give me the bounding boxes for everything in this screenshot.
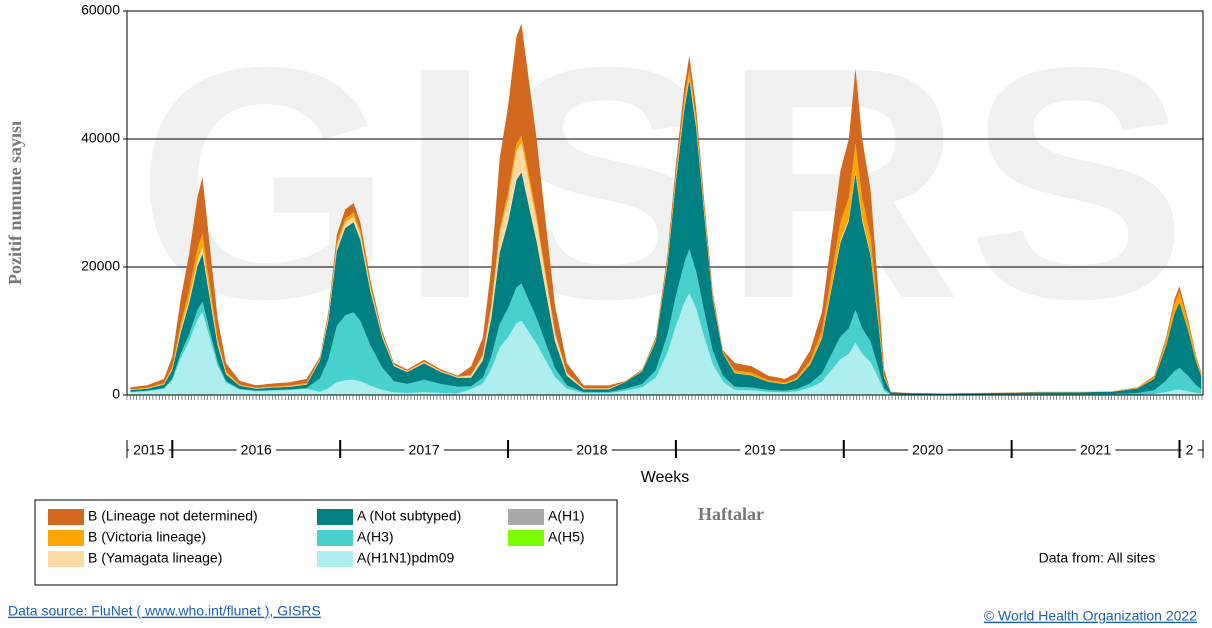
legend-swatch [508,530,544,546]
legend-swatch [317,530,353,546]
y-axis-label: Pozitif numune sayısı [5,121,25,285]
legend-swatch [317,509,353,525]
x-tick-label-bg [129,441,169,458]
legend-label: A(H1) [548,508,585,524]
legend-swatch [48,530,84,546]
x-tick-label-bg [740,441,780,458]
x-tick-label: 2019 [744,442,775,458]
legend-label: A (Not subtyped) [357,508,461,524]
legend: B (Lineage not determined) B (Victoria li… [48,508,585,567]
legend-label: B (Victoria lineage) [88,529,206,545]
y-tick-label: 40000 [81,130,120,146]
x-tick-label-bg [1181,441,1198,458]
legend-swatch [48,551,84,567]
area [130,249,1202,395]
x-tick-label: 2015 [133,442,164,458]
source-link[interactable]: Data source: FluNet ( www.who.int/flunet… [8,603,321,619]
legend-swatch [317,551,353,567]
y-tick-label: 60000 [81,2,120,18]
x-tick-label-bg [908,441,948,458]
x-axis-label: Weeks [641,469,690,486]
plot-frame [126,10,1204,396]
x-tick-label: 2 [1186,442,1194,458]
y-tick-label: 20000 [81,258,120,274]
copyright-link[interactable]: © World Health Organization 2022 [984,608,1197,624]
legend-swatch [48,509,84,525]
x-tick-label: 2016 [241,442,272,458]
x-tick-label: 2018 [576,442,607,458]
x-tick-label: 2021 [1080,442,1111,458]
legend-label: A(H1N1)pdm09 [357,550,454,566]
x-tick-label: 2020 [912,442,943,458]
legend-swatch [508,509,544,525]
x-tick-label-bg [572,441,612,458]
note: Data from: All sites [1039,550,1156,566]
x-axis-label-2: Haftalar [698,504,764,524]
legend-label: B (Lineage not determined) [88,508,258,524]
x-tick-label-bg [404,441,444,458]
x-tick-label-bg [1075,441,1116,458]
x-tick-label: 2017 [409,442,440,458]
area [130,79,1202,395]
legend-label: B (Yamagata lineage) [88,550,222,566]
area [130,293,1202,395]
y-tick-label: 0 [112,386,120,402]
legend-label: A(H3) [357,529,394,545]
x-tick-label-bg [236,441,277,458]
legend-label: A(H5) [548,529,585,545]
